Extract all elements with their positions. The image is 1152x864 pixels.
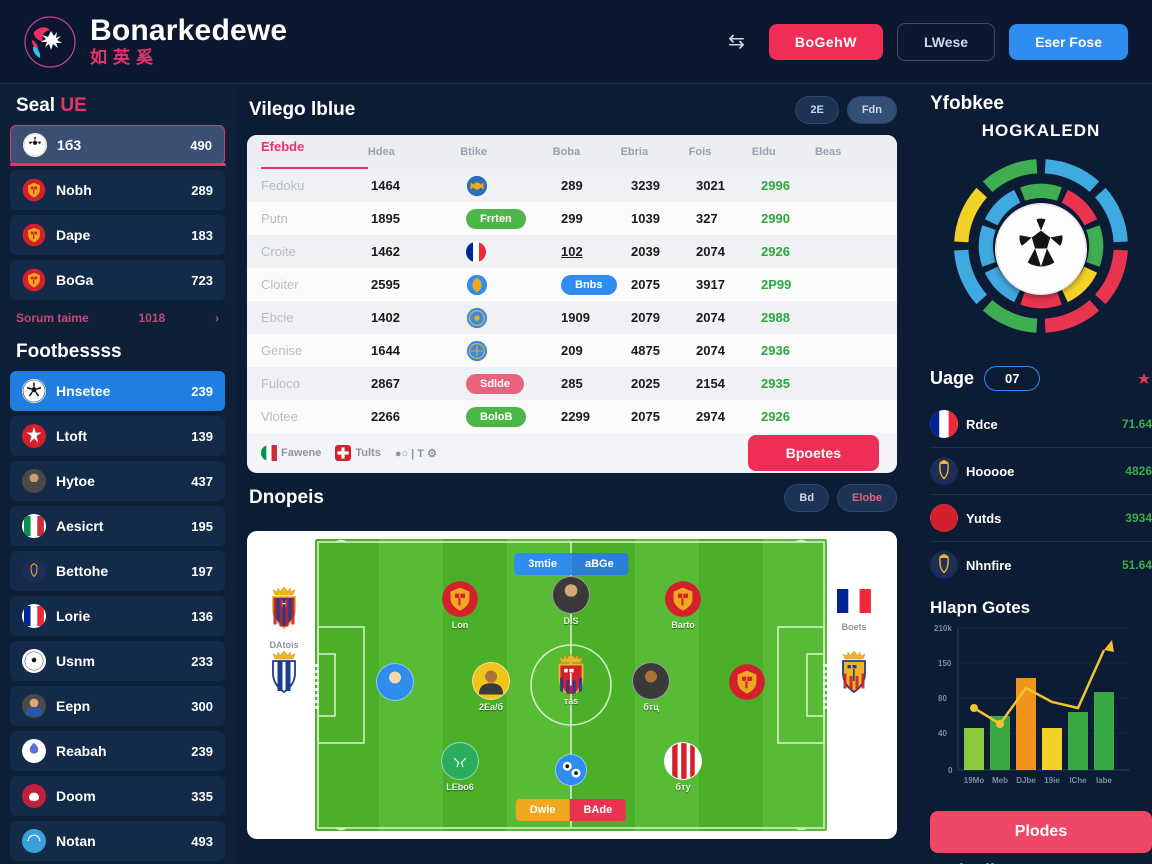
svg-text:150: 150: [938, 659, 952, 668]
svg-text:19Mo: 19Mo: [964, 776, 985, 785]
svg-text:80: 80: [938, 694, 947, 703]
svg-text:19ie: 19ie: [1044, 776, 1060, 785]
svg-text:IChe: IChe: [1069, 776, 1087, 785]
svg-text:0: 0: [948, 766, 953, 775]
svg-text:Iabe: Iabe: [1096, 776, 1113, 785]
svg-text:DJbe: DJbe: [1016, 776, 1036, 785]
svg-text:210k: 210k: [934, 624, 952, 633]
svg-text:Meb: Meb: [992, 776, 1008, 785]
svg-text:40: 40: [938, 729, 947, 738]
